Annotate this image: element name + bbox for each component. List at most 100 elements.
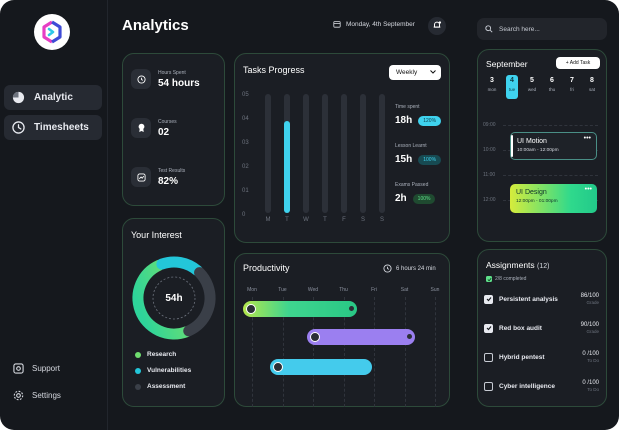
tasks-stat-label: Time spent [395, 104, 420, 110]
sidebar-item-analytic[interactable]: Analytic [4, 85, 102, 110]
grid-line [435, 297, 436, 407]
productivity-bar[interactable] [270, 359, 372, 375]
event-title: UI Motion [517, 138, 547, 145]
tasks-stat-row: 18h 120% [395, 115, 442, 126]
tasks-stat-label: Exams Passed [395, 182, 429, 188]
x-tick-label: S [379, 217, 384, 223]
legend-dot [135, 351, 141, 358]
tasks-stat-badge: 100% [412, 193, 436, 204]
productivity-time-text: 6 hours 24 min [396, 265, 436, 272]
y-tick-label: 01 [242, 188, 249, 194]
progress-bar-0[interactable] [265, 94, 271, 213]
assignment-checkbox[interactable] [484, 323, 493, 333]
period-dropdown[interactable]: Weekly [389, 65, 441, 80]
assignment-row[interactable]: Persistent analysis 86/100 Grade [484, 292, 599, 306]
support-link[interactable]: Support [12, 362, 60, 374]
event-ui-design[interactable]: UI Design 12:00pm - 01:00pm ••• [510, 184, 597, 213]
tasks-stat: Exams Passed 2h 100% [395, 182, 436, 204]
tasks-progress-card: Tasks Progress Weekly 05 04 03 02 01 0 M T W T F S S… [234, 53, 450, 243]
productivity-bar[interactable] [243, 301, 357, 317]
assignment-score-value: 90/100 [580, 322, 599, 328]
clock-icon [383, 264, 392, 273]
time-line [503, 175, 598, 176]
calendar-day-3[interactable]: 3 mon [486, 77, 498, 92]
donut-segment-assessment[interactable] [129, 253, 219, 343]
calendar-day-name: thu [548, 87, 556, 92]
assignment-checkbox[interactable] [484, 294, 493, 304]
assignment-row[interactable]: Red box audit 90/100 Grade [484, 321, 599, 335]
event-accent [511, 135, 513, 157]
donut-inner-ring [152, 276, 196, 320]
assignment-row[interactable]: Cyber intelligence 0 /100 To Do [484, 379, 599, 393]
stat-label: Hours Spent [158, 69, 186, 76]
assignment-score: 86/100 Grade [581, 293, 599, 305]
calendar-month: September [486, 59, 528, 69]
search-input[interactable]: Search here... [477, 18, 607, 40]
event-ui-motion[interactable]: UI Motion 10:00am - 12:00pm ••• [510, 132, 597, 160]
legend-item: Vulnerabilities [135, 367, 191, 374]
legend-dot [135, 367, 141, 374]
assignment-status: To Do [587, 358, 599, 363]
settings-link[interactable]: Settings [12, 389, 61, 401]
assignments-count: (12) [537, 263, 550, 270]
y-tick-label: 0 [242, 212, 246, 218]
app-logo[interactable] [34, 14, 70, 50]
support-label: Support [32, 363, 61, 373]
assignments-progress: 2/8 completed [486, 276, 526, 282]
progress-bar-4[interactable] [341, 94, 347, 213]
tasks-stat-row: 15h 100% [395, 154, 442, 165]
tasks-stat-badge: 120% [418, 115, 442, 126]
assignments-title: Assignments [486, 260, 535, 270]
stats-card: Hours Spent 54 hours Courses 02 Test Res… [122, 53, 225, 206]
stat-value: 02 [158, 126, 170, 138]
more-icon[interactable]: ••• [584, 186, 592, 193]
progress-bar-2[interactable] [303, 94, 309, 213]
calendar-day-6[interactable]: 6 thu [546, 77, 558, 92]
progress-bar-1[interactable] [284, 94, 290, 213]
sidebar-item-label: Timesheets [34, 122, 89, 133]
calendar-day-number: 8 [590, 77, 594, 84]
assignment-checkbox[interactable] [484, 352, 493, 362]
grid-line [374, 297, 375, 407]
tasks-stat-value: 2h [395, 193, 407, 204]
day-label: Mon [247, 287, 257, 293]
productivity-bar[interactable] [307, 329, 415, 345]
legend-label: Vulnerabilities [147, 367, 192, 374]
sidebar-item-timesheets[interactable]: Timesheets [4, 115, 102, 140]
add-task-button[interactable]: + Add Task [556, 57, 600, 69]
donut-segment-vulnerabilities[interactable] [129, 253, 219, 343]
assignment-name: Hybrid pentest [499, 353, 545, 361]
assignment-row[interactable]: Hybrid pentest 0 /100 To Do [484, 350, 599, 364]
day-label: Sat [400, 287, 409, 293]
more-icon[interactable]: ••• [583, 135, 591, 142]
stat-courses: Courses 02 [131, 118, 177, 138]
calendar-day-8[interactable]: 8 sat [586, 77, 598, 92]
progress-bar-3[interactable] [322, 94, 328, 213]
progress-bar-5[interactable] [360, 94, 366, 213]
progress-bar-6[interactable] [379, 94, 385, 213]
assignment-score-value: 86/100 [580, 293, 599, 299]
interest-card: Your Interest 54h Research Vulnerabilitie… [122, 218, 225, 407]
stat-value: 82% [158, 175, 179, 187]
tasks-progress-title: Tasks Progress [243, 65, 305, 75]
y-tick-label: 04 [242, 116, 249, 122]
stat-value: 54 hours [158, 77, 200, 89]
calendar-day-7[interactable]: 7 fri [566, 77, 578, 92]
calendar-day-4[interactable]: 4 tue [506, 75, 518, 99]
assignment-checkbox[interactable] [484, 381, 493, 391]
notification-button[interactable] [428, 17, 446, 35]
assignments-header: Assignments (12) [486, 260, 550, 270]
productivity-time: 6 hours 24 min [383, 264, 436, 273]
check-icon [486, 276, 492, 282]
calendar-card: September + Add Task 3 mon 4 tue 5 wed 6 thu 7 fr… [477, 49, 607, 242]
avatar [273, 362, 283, 372]
bar-end-dot [349, 306, 354, 311]
calendar-day-name: sat [588, 87, 595, 92]
clock-icon [10, 120, 26, 136]
tasks-stat-label: Lesson Learnt [395, 143, 427, 149]
stat-label: Courses [158, 118, 177, 125]
time-label: 11:00 [483, 172, 496, 178]
tasks-stat-value: 18h [395, 115, 413, 126]
calendar-day-5[interactable]: 5 wed [526, 77, 538, 92]
time-label: 10:00 [483, 147, 496, 153]
